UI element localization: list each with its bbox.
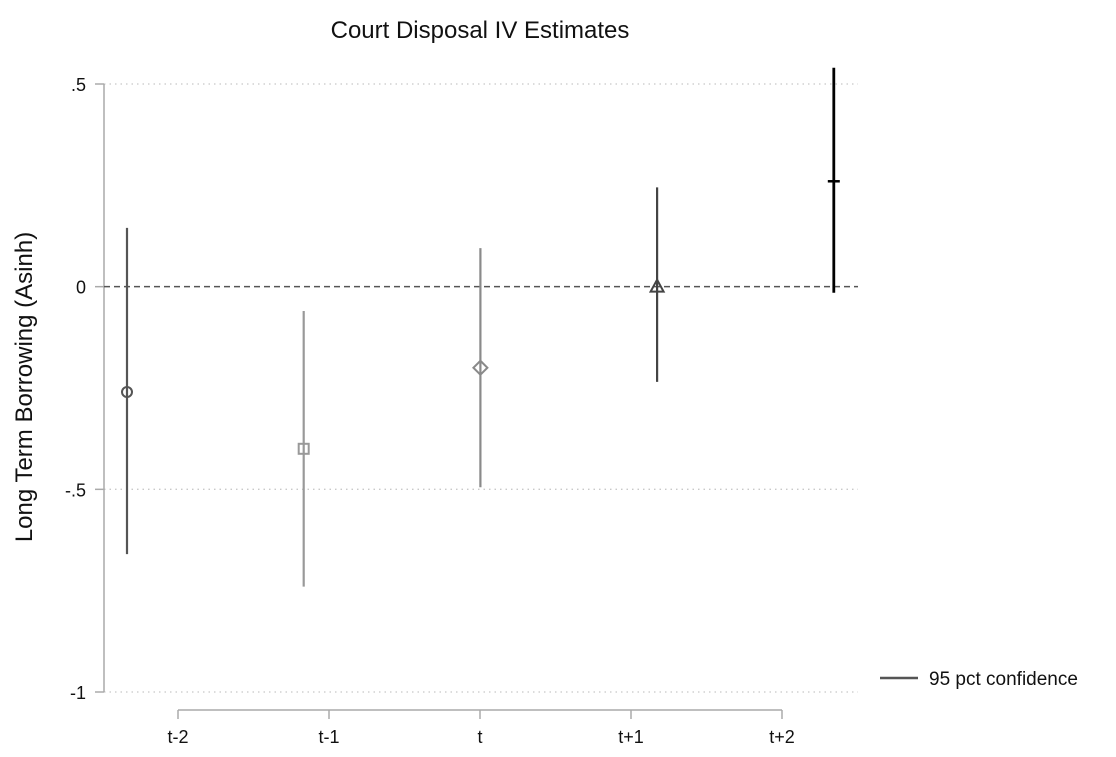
estimate-marker-t-1 [297, 442, 310, 455]
y-tick-label: -1 [70, 683, 86, 703]
x-tick-label: t+2 [769, 727, 795, 747]
y-tick-label: .5 [71, 75, 86, 95]
y-axis-ticks: .5 0 -.5 -1 [65, 75, 104, 703]
legend: 95 pct confidence [880, 669, 1078, 690]
estimates [121, 67, 840, 587]
x-tick-label: t [477, 727, 482, 747]
legend-label: 95 pct confidence [929, 669, 1078, 690]
x-tick-label: t+1 [618, 727, 644, 747]
estimate-marker-t [471, 359, 489, 377]
x-axis-ticks: t-2 t-1 t t+1 t+2 [167, 710, 795, 747]
estimate-marker-t-2 [121, 386, 133, 399]
y-axis-label: Long Term Borrowing (Asinh) [11, 232, 38, 542]
x-tick-label: t-1 [318, 727, 339, 747]
chart-title: Court Disposal IV Estimates [331, 17, 630, 44]
y-tick-label: 0 [76, 278, 86, 298]
x-tick-label: t-2 [167, 727, 188, 747]
estimate-marker-t+1 [648, 277, 666, 293]
gridlines [104, 83, 858, 693]
y-tick-label: -.5 [65, 480, 86, 500]
